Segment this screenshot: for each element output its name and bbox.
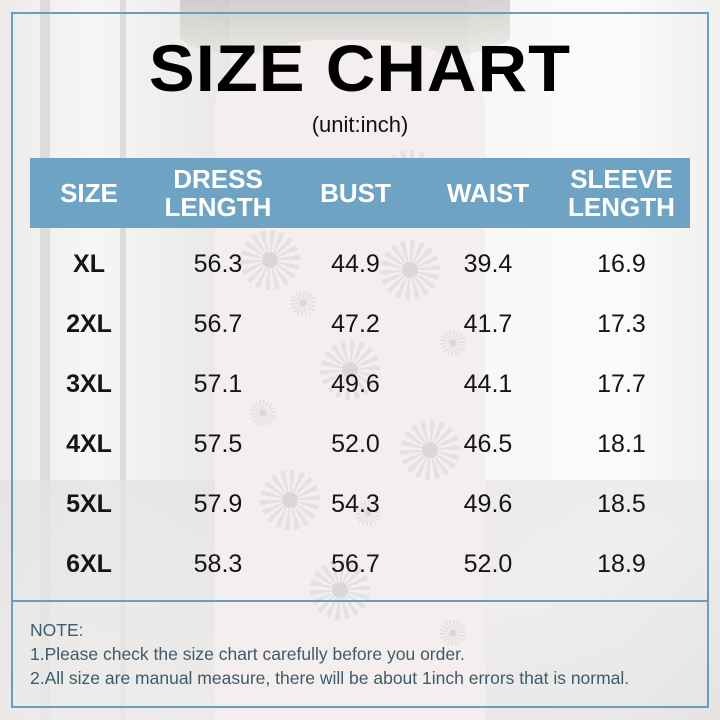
daisy-pattern-icon — [310, 560, 370, 620]
size-table: SIZE DRESS LENGTH BUST WAIST SLEEVE LENGTH… — [30, 158, 690, 594]
cell-size: 3XL — [66, 369, 112, 398]
cell-size: 5XL — [66, 489, 112, 518]
cell-dress-length: 57.1 — [193, 369, 243, 398]
cell-waist: 44.1 — [463, 369, 513, 398]
cell-bust: 49.6 — [331, 369, 380, 398]
header-size: SIZE — [60, 178, 118, 208]
cell-waist: 46.5 — [463, 429, 513, 458]
cell-waist: 39.4 — [463, 249, 513, 278]
table-row: 4XL 57.5 52.0 46.5 18.1 — [30, 414, 690, 474]
cell-bust: 56.7 — [331, 549, 380, 578]
cell-size: XL — [73, 249, 105, 278]
note-divider — [11, 600, 709, 602]
cell-waist: 41.7 — [463, 309, 513, 338]
cell-dress-length: 57.9 — [193, 489, 243, 518]
table-body: XL 56.3 44.9 39.4 16.9 2XL 56.7 47.2 41.… — [30, 228, 690, 594]
header-sleeve-length: SLEEVE LENGTH — [568, 164, 675, 222]
cell-dress-length: 58.3 — [193, 549, 243, 578]
cell-bust: 44.9 — [331, 249, 380, 278]
cell-size: 2XL — [66, 309, 112, 338]
daisy-pattern-icon — [440, 330, 466, 356]
table-row: 5XL 57.9 54.3 49.6 18.5 — [30, 474, 690, 534]
table-row: 2XL 56.7 47.2 41.7 17.3 — [30, 294, 690, 354]
cell-bust: 47.2 — [331, 309, 380, 338]
cell-dress-length: 56.3 — [193, 249, 243, 278]
cell-sleeve-length: 17.7 — [597, 369, 646, 398]
daisy-pattern-icon — [380, 240, 440, 300]
header-bust: BUST — [320, 178, 391, 208]
note-label: NOTE: — [30, 620, 84, 640]
header-waist: WAIST — [446, 178, 530, 208]
cell-waist: 49.6 — [463, 489, 513, 518]
cell-sleeve-length: 18.5 — [597, 489, 646, 518]
cell-bust: 54.3 — [331, 489, 380, 518]
page-title: SIZE CHART — [148, 31, 572, 105]
daisy-pattern-icon — [240, 230, 300, 290]
note-line: 2.All size are manual measure, there wil… — [30, 668, 630, 688]
cell-sleeve-length: 17.3 — [597, 309, 646, 338]
cell-sleeve-length: 16.9 — [597, 249, 646, 278]
cell-size: 6XL — [66, 549, 112, 578]
daisy-pattern-icon — [355, 500, 381, 526]
daisy-pattern-icon — [320, 340, 380, 400]
cell-dress-length: 57.5 — [193, 429, 243, 458]
daisy-pattern-icon — [250, 400, 276, 426]
unit-label: (unit:inch) — [311, 112, 409, 137]
cell-bust: 52.0 — [331, 429, 380, 458]
daisy-pattern-icon — [440, 620, 466, 646]
cell-waist: 52.0 — [463, 549, 513, 578]
header-dress-length: DRESS LENGTH — [164, 164, 272, 222]
chart-frame — [11, 12, 709, 708]
note-section: NOTE: 1.Please check the size chart care… — [30, 618, 629, 690]
background-post — [120, 0, 126, 720]
table-row: 3XL 57.1 49.6 44.1 17.7 — [30, 354, 690, 414]
table-row: XL 56.3 44.9 39.4 16.9 — [30, 234, 690, 294]
cell-sleeve-length: 18.9 — [597, 549, 646, 578]
cell-sleeve-length: 18.1 — [597, 429, 646, 458]
note-line: 1.Please check the size chart carefully … — [30, 644, 465, 664]
cell-size: 4XL — [66, 429, 112, 458]
daisy-pattern-icon — [400, 420, 460, 480]
table-header: SIZE DRESS LENGTH BUST WAIST SLEEVE LENGTH — [30, 158, 690, 228]
background-post — [40, 0, 50, 720]
table-row: 6XL 58.3 56.7 52.0 18.9 — [30, 534, 690, 594]
cell-dress-length: 56.7 — [193, 309, 243, 338]
daisy-pattern-icon — [260, 470, 320, 530]
daisy-pattern-icon — [290, 290, 316, 316]
